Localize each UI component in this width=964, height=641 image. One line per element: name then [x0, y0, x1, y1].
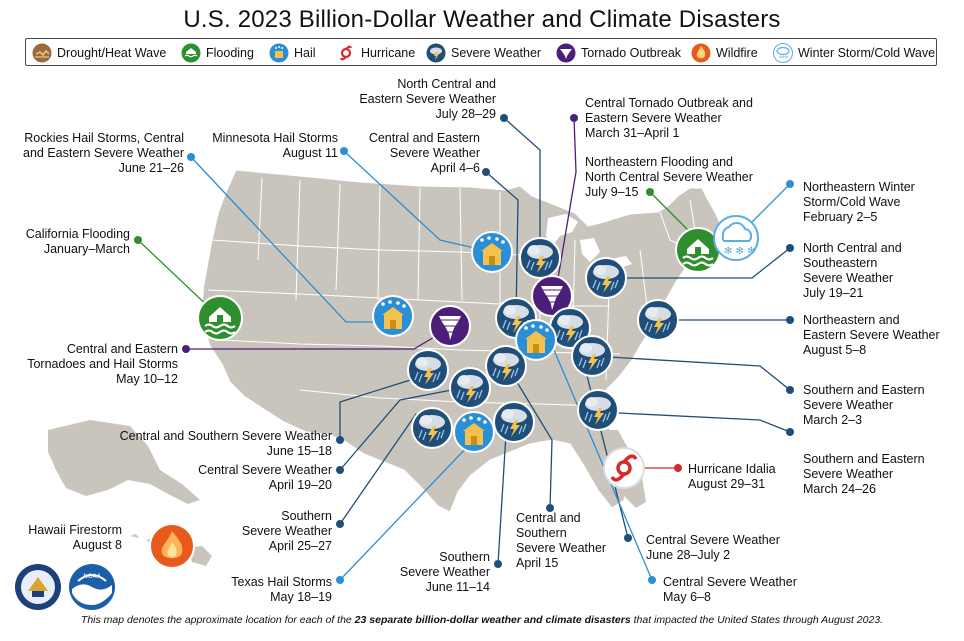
hail-icon	[269, 43, 289, 63]
page-title: U.S. 2023 Billion-Dollar Weather and Cli…	[183, 6, 781, 33]
event-label-e5: Central and Eastern Severe Weather April 4…	[368, 131, 480, 175]
event-label-e21: Texas Hail Storms May 18–19	[231, 575, 332, 604]
legend-item-drought: Drought/Heat Wave	[32, 42, 166, 64]
event-label-e12: Southern and Eastern Severe Weather March …	[803, 383, 925, 427]
legend-label: Severe Weather	[451, 46, 542, 60]
marker-severe-weather	[407, 349, 449, 391]
drought-icon	[32, 43, 52, 63]
hurricane-icon	[336, 43, 356, 63]
marker-winter-storm: ✻ ✻ ✻	[713, 215, 759, 261]
winter-storm-icon: ***	[773, 43, 793, 63]
legend-item-wildfire: Wildfire	[691, 42, 758, 64]
leader-dots	[134, 114, 794, 584]
severe-weather-icon	[426, 43, 446, 63]
legend-label: Drought/Heat Wave	[57, 46, 167, 60]
svg-text:✻ ✻ ✻: ✻ ✻ ✻	[724, 246, 756, 257]
legend-label: Flooding	[206, 46, 254, 60]
event-label-e7: Northeastern Winter Storm/Cold Wave Februa…	[803, 180, 915, 224]
event-label-e15: Central Severe Weather April 19–20	[198, 463, 332, 492]
marker-severe-weather	[637, 299, 679, 341]
event-label-e17: Southern Severe Weather April 25–27	[241, 509, 332, 553]
footer-note: This map denotes the approximate locatio…	[80, 614, 884, 626]
event-label-e1: North Central and Eastern Severe Weather J…	[359, 77, 496, 121]
legend-item-hail: Hail	[269, 42, 316, 64]
event-label-e13: Central and Southern Severe Weather June …	[119, 429, 332, 458]
marker-severe-weather	[571, 335, 613, 377]
tornado-icon	[556, 43, 576, 63]
commerce-seal-icon	[15, 564, 61, 610]
flooding-icon	[181, 43, 201, 63]
event-label-e23: Central Severe Weather May 6–8	[663, 575, 797, 604]
noaa-logo-icon: NOAA	[69, 564, 115, 610]
event-label-e18: Central and Southern Severe Weather April 1…	[516, 511, 607, 570]
marker-severe-weather	[493, 401, 535, 443]
event-label-e20: Central Severe Weather June 28–July 2	[646, 533, 780, 562]
event-label-e19: Hawaii Firestorm August 8	[28, 523, 122, 552]
marker-hurricane	[603, 447, 645, 489]
marker-hail	[453, 411, 495, 453]
legend-item-flooding: Flooding	[181, 42, 254, 64]
event-label-e11: Central and Eastern Tornadoes and Hail St…	[27, 342, 178, 386]
event-label-e22: Southern Severe Weather June 11–14	[399, 550, 490, 594]
legend-label: Hurricane	[361, 46, 416, 60]
event-label-e9: North Central and Southeastern Severe Weat…	[803, 241, 902, 300]
legend-label: Tornado Outbreak	[581, 46, 682, 60]
legend-label: Hail	[294, 46, 316, 60]
marker-hail	[471, 231, 513, 273]
great-lakes	[546, 214, 632, 270]
event-label-e3: Rockies Hail Storms, Central and Eastern …	[23, 131, 184, 175]
alaska-land	[48, 420, 200, 504]
event-label-e4: Minnesota Hail Storms August 11	[212, 131, 338, 160]
marker-severe-weather	[519, 237, 561, 279]
marker-tornado	[429, 305, 471, 347]
marker-severe-weather	[577, 389, 619, 431]
marker-hail	[372, 295, 414, 337]
marker-severe-weather	[411, 407, 453, 449]
marker-flooding	[196, 294, 244, 342]
legend-label: Wildfire	[716, 46, 758, 60]
event-label-e6: Northeastern Flooding and North Central S…	[585, 155, 753, 199]
legend-label: Winter Storm/Cold Wave	[798, 46, 936, 60]
legend-item-severe-weather: Severe Weather	[426, 42, 541, 64]
event-label-e8: California Flooding January–March	[25, 227, 130, 256]
legend: Drought/Heat Wave Flooding Hail Hurrican…	[25, 38, 937, 66]
svg-text:***: ***	[779, 55, 788, 62]
marker-wildfire	[149, 523, 195, 569]
legend-item-tornado: Tornado Outbreak	[556, 42, 681, 64]
event-label-e14: Southern and Eastern Severe Weather March …	[803, 452, 925, 496]
event-label-e2: Central Tornado Outbreak and Eastern Seve…	[585, 96, 753, 140]
legend-item-hurricane: Hurricane	[336, 42, 415, 64]
wildfire-icon	[691, 43, 711, 63]
marker-severe-weather	[485, 345, 527, 387]
svg-text:NOAA: NOAA	[83, 573, 101, 580]
legend-item-winter-storm: *** Winter Storm/Cold Wave	[773, 42, 935, 64]
marker-severe-weather	[585, 257, 627, 299]
event-label-e16: Hurricane Idalia August 29–31	[688, 462, 776, 491]
marker-severe-weather	[449, 367, 491, 409]
event-label-e10: Northeastern and Eastern Severe Weather Au…	[803, 313, 940, 357]
